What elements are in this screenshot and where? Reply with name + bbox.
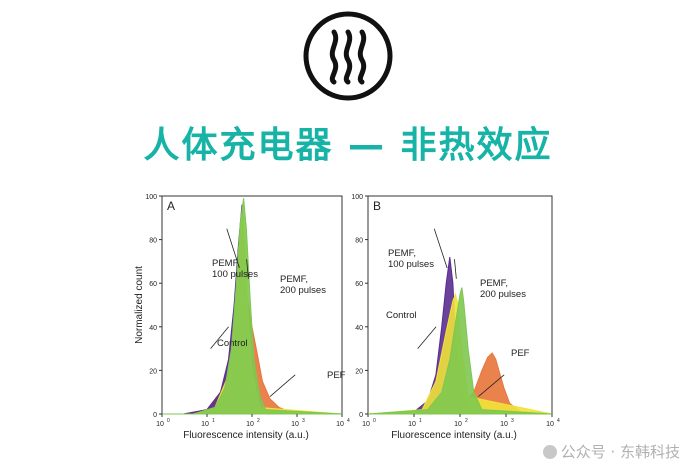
annotation-leader bbox=[417, 326, 437, 349]
x-tick-label: 10 bbox=[156, 421, 164, 428]
annotation-leader bbox=[246, 259, 249, 279]
annotation-leader bbox=[269, 374, 296, 397]
x-tick-exponent: 3 bbox=[302, 418, 305, 424]
annotation-label: PEMF, 100 pulses bbox=[212, 258, 258, 280]
y-tick-label: 60 bbox=[149, 281, 157, 288]
annotation-line: 200 pulses bbox=[480, 289, 526, 300]
y-tick-label: 0 bbox=[153, 412, 157, 419]
wave-lines-logo-icon bbox=[303, 11, 393, 101]
page-title: 人体充电器 — 非热效应 bbox=[143, 125, 553, 166]
wechat-icon bbox=[542, 445, 557, 459]
y-tick-label: 20 bbox=[355, 368, 363, 375]
x-tick-label: 10 bbox=[336, 421, 344, 428]
annotation-label: PEMF, 200 pulses bbox=[480, 278, 526, 300]
y-tick-label: 80 bbox=[355, 238, 363, 245]
annotation-leader bbox=[478, 374, 505, 397]
y-axis-label: Normalized count bbox=[134, 266, 145, 344]
x-tick-label: 10 bbox=[246, 421, 254, 428]
annotation-line: PEMF, bbox=[212, 258, 240, 269]
x-tick-exponent: 1 bbox=[419, 418, 422, 424]
annotation-line: PEMF, bbox=[388, 248, 416, 259]
series-pemf-200-pulses bbox=[162, 198, 343, 415]
annotation-label: PEMF, 100 pulses bbox=[388, 248, 434, 270]
x-axis-label: Fluorescence intensity (a.u.) bbox=[183, 430, 309, 441]
x-tick-exponent: 4 bbox=[557, 418, 560, 424]
x-tick-exponent: 2 bbox=[257, 418, 260, 424]
annotation-leader bbox=[433, 228, 448, 269]
annotation-label: PEMF, 200 pulses bbox=[280, 274, 326, 296]
x-tick-exponent: 3 bbox=[511, 418, 514, 424]
y-tick-label: 100 bbox=[351, 194, 363, 201]
x-tick-label: 10 bbox=[362, 421, 370, 428]
annotation-line: PEMF, bbox=[480, 278, 508, 289]
y-tick-label: 40 bbox=[149, 325, 157, 332]
annotation-leader bbox=[454, 259, 457, 279]
y-tick-label: 20 bbox=[149, 368, 157, 375]
x-tick-label: 10 bbox=[291, 421, 299, 428]
y-tick-label: 100 bbox=[145, 194, 157, 201]
y-tick-label: 40 bbox=[355, 325, 363, 332]
x-tick-exponent: 1 bbox=[212, 418, 215, 424]
x-tick-exponent: 2 bbox=[465, 418, 468, 424]
annotation-line: PEF bbox=[511, 348, 530, 359]
x-tick-label: 10 bbox=[500, 421, 508, 428]
annotation-label: PEF bbox=[511, 348, 530, 359]
x-tick-exponent: 0 bbox=[373, 418, 376, 424]
watermark-text: 公众号 · 东韩科技 bbox=[560, 443, 680, 461]
annotation-line: PEMF, bbox=[280, 274, 308, 285]
annotation-line: 100 pulses bbox=[212, 269, 258, 280]
panel-letter: B bbox=[373, 199, 381, 213]
watermark: 公众号 · 东韩科技 bbox=[542, 441, 680, 462]
annotation-leader bbox=[226, 228, 240, 269]
annotation-label: Control bbox=[386, 310, 417, 321]
x-axis-label: Fluorescence intensity (a.u.) bbox=[391, 430, 517, 441]
y-tick-label: 0 bbox=[359, 412, 363, 419]
x-tick-label: 10 bbox=[201, 421, 209, 428]
annotation-label: Control bbox=[217, 338, 248, 349]
x-tick-exponent: 0 bbox=[167, 418, 170, 424]
panel-letter: A bbox=[167, 199, 175, 213]
x-tick-exponent: 4 bbox=[347, 418, 350, 424]
annotation-line: Control bbox=[217, 338, 248, 349]
y-tick-label: 60 bbox=[355, 281, 363, 288]
annotation-line: 100 pulses bbox=[388, 259, 434, 270]
x-tick-label: 10 bbox=[408, 421, 416, 428]
annotation-line: 200 pulses bbox=[280, 285, 326, 296]
x-tick-label: 10 bbox=[546, 421, 554, 428]
annotation-line: PEF bbox=[327, 370, 346, 381]
annotation-leader bbox=[210, 326, 229, 349]
y-tick-label: 80 bbox=[149, 238, 157, 245]
series-pemf-200-pulses bbox=[367, 287, 553, 415]
annotation-label: PEF bbox=[327, 370, 346, 381]
annotation-line: Control bbox=[386, 310, 417, 321]
x-tick-label: 10 bbox=[454, 421, 462, 428]
